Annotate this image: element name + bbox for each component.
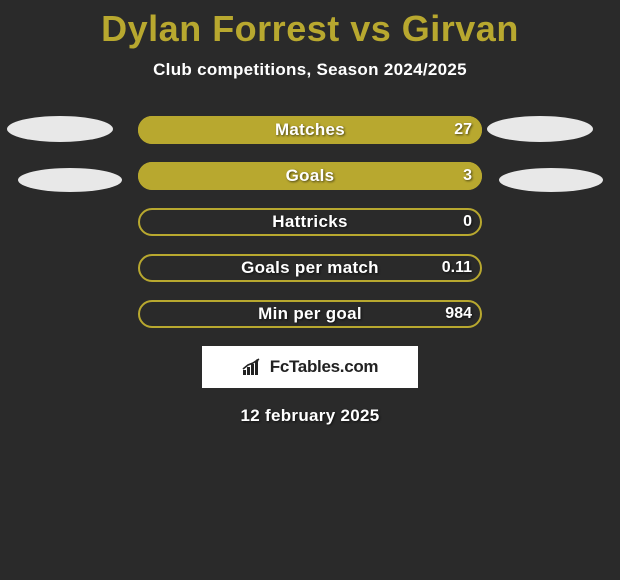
stat-label: Goals per match: [138, 258, 482, 278]
stat-value: 984: [445, 305, 472, 323]
stat-row: Min per goal 984: [138, 300, 482, 328]
stat-value: 3: [463, 167, 472, 185]
page-title: Dylan Forrest vs Girvan: [0, 8, 620, 50]
decor-oval-left-2: [18, 168, 122, 192]
source-logo: FcTables.com: [202, 346, 418, 388]
stat-value: 0: [463, 213, 472, 231]
logo-text: FcTables.com: [270, 357, 379, 377]
bar-chart-icon: [242, 358, 264, 376]
stat-row: Goals 3: [138, 162, 482, 190]
stats-card: Dylan Forrest vs Girvan Club competition…: [0, 0, 620, 426]
stat-row: Matches 27: [138, 116, 482, 144]
decor-oval-right-2: [499, 168, 603, 192]
stat-row: Goals per match 0.11: [138, 254, 482, 282]
stat-value: 0.11: [442, 259, 472, 277]
stats-area: Matches 27 Goals 3 Hattricks 0 Goals per…: [0, 116, 620, 426]
stat-label: Goals: [138, 166, 482, 186]
stat-label: Min per goal: [138, 304, 482, 324]
stat-value: 27: [454, 121, 472, 139]
decor-oval-right-1: [487, 116, 593, 142]
date-text: 12 february 2025: [0, 406, 620, 426]
stat-label: Hattricks: [138, 212, 482, 232]
stat-row: Hattricks 0: [138, 208, 482, 236]
stat-label: Matches: [138, 120, 482, 140]
decor-oval-left-1: [7, 116, 113, 142]
subtitle: Club competitions, Season 2024/2025: [0, 60, 620, 80]
